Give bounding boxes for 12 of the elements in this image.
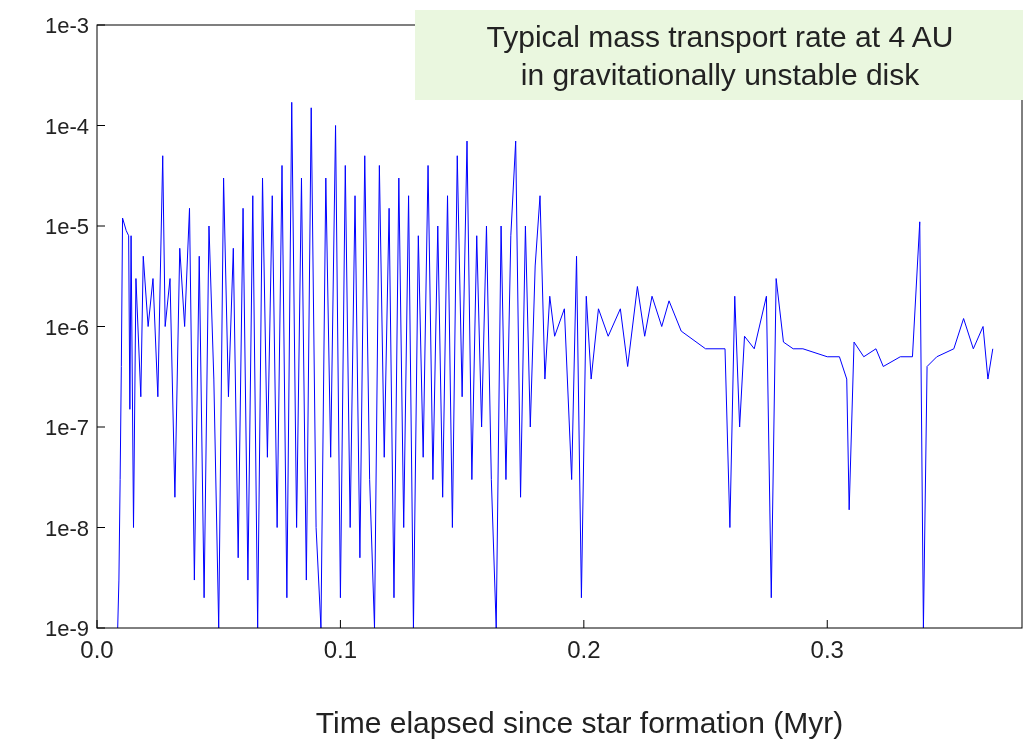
- x-tick-label: 0.2: [567, 636, 601, 663]
- y-tick-label: 1e-3: [44, 13, 89, 38]
- line-series: [117, 101, 994, 628]
- y-tick-label: 1e-5: [44, 214, 89, 239]
- x-tick-label: 0.3: [810, 636, 844, 663]
- y-tick-label: 1e-4: [44, 113, 89, 139]
- y-tick-label: 1e-6: [44, 314, 89, 340]
- y-tick-label: 1e-7: [44, 415, 89, 440]
- x-axis-title: Time elapsed since star formation (Myr): [315, 706, 844, 739]
- y-tick-label: 1e-8: [44, 515, 89, 541]
- annotation: Typical mass transport rate at 4 AU in gravitationally unstable disk: [486, 20, 954, 91]
- x-tick-label: 0.1: [323, 636, 358, 663]
